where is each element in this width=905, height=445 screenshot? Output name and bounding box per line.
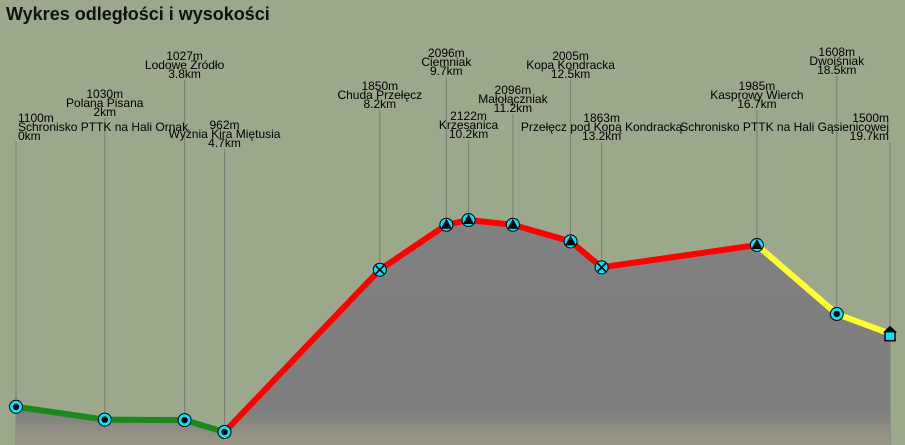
trail-segment-yellow — [753, 242, 840, 317]
elevation-label: 1500m — [852, 111, 889, 125]
waypoint-name-label: Schronisko PTTK na Hali Gąsienicowej — [680, 120, 889, 134]
distance-label: 2km — [93, 105, 116, 119]
waypoint-marker-8[interactable] — [563, 234, 578, 249]
trail-segment-red — [221, 266, 383, 435]
waypoint-name-label: Polana Pisana — [66, 96, 144, 110]
distance-label: 4.7km — [208, 136, 241, 150]
waypoint-name-label: Kopa Kondracka — [526, 58, 615, 72]
distance-label: 19.7km — [850, 129, 889, 143]
elevation-label: 2096m — [495, 83, 532, 97]
elevation-label: 2096m — [428, 46, 465, 60]
trail-segment-green — [101, 416, 188, 424]
waypoint-name-label: Dwoiśniak — [809, 54, 865, 68]
elevation-label: 962m — [210, 118, 240, 132]
elevation-label: 1850m — [361, 79, 398, 93]
trail-segment-red — [465, 217, 516, 228]
chart-title: Wykres odległości i wysokości — [6, 4, 270, 24]
elevation-label: 1100m — [18, 111, 54, 125]
distance-label: 18.5km — [817, 63, 856, 77]
elevation-area — [16, 220, 890, 445]
elevation-label: 1030m — [86, 87, 123, 101]
distance-label: 9.7km — [430, 64, 463, 78]
waypoint-marker-2[interactable] — [177, 413, 192, 428]
waypoint-name-label: Małołączniak — [478, 92, 548, 106]
waypoint-marker-3[interactable] — [217, 425, 232, 439]
trail-segment-red — [598, 242, 760, 271]
waypoint-name-label: Wyżnia Kira Miętusia — [169, 127, 281, 141]
waypoint-marker-7[interactable] — [505, 217, 520, 232]
waypoint-marker-4[interactable] — [372, 262, 387, 277]
distance-label: 0km — [18, 129, 41, 143]
waypoint-marker-10[interactable] — [749, 238, 764, 253]
trail-segment-yellow — [833, 310, 893, 337]
distance-label: 12.5km — [551, 67, 590, 81]
distance-label: 3.8km — [168, 67, 201, 81]
elevation-label: 2005m — [552, 49, 589, 63]
waypoint-marker-11[interactable] — [829, 306, 844, 321]
distance-label: 13.2km — [582, 129, 621, 143]
elevation-label: 1608m — [818, 45, 855, 59]
waypoint-marker-1[interactable] — [97, 412, 112, 427]
trail-segment-red — [376, 221, 450, 273]
waypoint-name-label: Przełęcz pod Kopą Kondracką — [521, 120, 683, 134]
waypoint-name-label: Lodowe Źródło — [145, 57, 225, 72]
waypoint-name-label: Kasprowy Wierch — [710, 88, 803, 102]
waypoint-name-label: Chuda Przełęcz — [337, 88, 422, 102]
waypoint-marker-5[interactable] — [439, 217, 454, 232]
trail-segment-red — [509, 221, 574, 245]
waypoint-marker-0[interactable] — [9, 399, 23, 414]
waypoint-marker-9[interactable] — [594, 260, 609, 275]
waypoint-name-label: Ciemniak — [421, 55, 472, 69]
waypoint-name-label: Krzesanica — [439, 118, 499, 132]
elevation-label: 1027m — [166, 49, 203, 63]
distance-label: 10.2km — [449, 127, 488, 141]
distance-label: 11.2km — [494, 101, 532, 115]
distance-label: 8.2km — [363, 97, 396, 111]
waypoint-name-label: Schronisko PTTK na Hali Ornak — [18, 120, 189, 134]
waypoint-marker-12[interactable] — [883, 325, 897, 342]
elevation-label: 2122m — [450, 109, 487, 123]
distance-label: 16.7km — [737, 97, 776, 111]
trail-segment-green — [13, 403, 108, 423]
waypoint-marker-6[interactable] — [461, 213, 476, 227]
elevation-label: 1863m — [583, 111, 620, 125]
elevation-label: 1985m — [739, 79, 776, 93]
